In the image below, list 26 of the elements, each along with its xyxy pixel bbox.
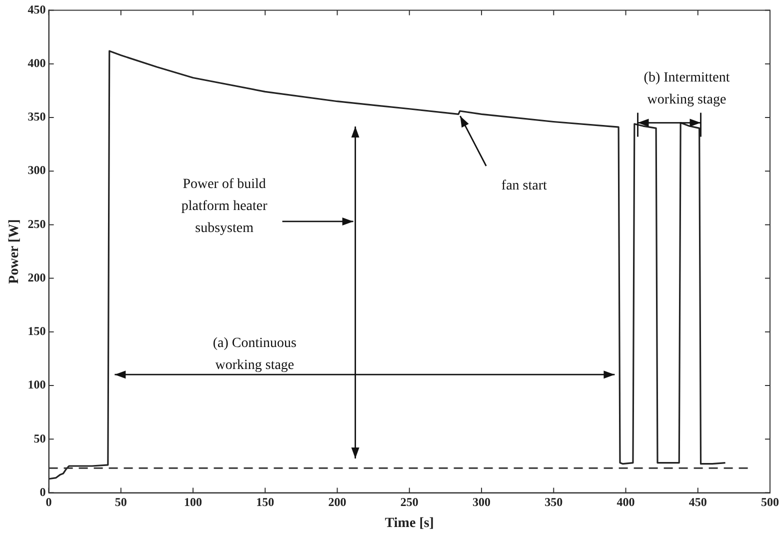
- x-tick-label: 50: [114, 495, 127, 510]
- y-tick-label: 450: [28, 2, 46, 16]
- y-tick-label: 200: [28, 270, 46, 284]
- x-tick-label: 500: [761, 495, 779, 510]
- x-tick-label: 250: [400, 495, 418, 510]
- y-axis-title: Power [W]: [7, 219, 22, 284]
- y-tick-label: 150: [28, 324, 46, 338]
- x-tick-label: 350: [544, 495, 563, 510]
- annotation: (a) Continuous working stage: [212, 336, 296, 374]
- annotation: fan start: [501, 178, 548, 194]
- x-tick-label: 150: [256, 495, 274, 510]
- x-tick-label: 100: [184, 495, 202, 510]
- annotation: (b) Intermittent working stage: [644, 70, 730, 108]
- x-tick-label: 300: [472, 495, 491, 510]
- x-tick-label: 400: [616, 495, 635, 510]
- y-tick-label: 400: [28, 56, 46, 70]
- x-tick-label: 450: [688, 495, 707, 510]
- annotation: Power of build platform heater subsystem: [181, 177, 268, 236]
- y-tick-label: 0: [40, 484, 46, 499]
- y-tick-label: 100: [28, 378, 46, 392]
- x-tick-label: 200: [328, 495, 346, 510]
- x-axis-title: Time [s]: [384, 516, 434, 532]
- y-tick-label: 50: [34, 431, 46, 446]
- y-tick-label: 350: [28, 110, 46, 124]
- y-tick-label: 300: [28, 163, 46, 178]
- y-tick-label: 250: [28, 216, 46, 231]
